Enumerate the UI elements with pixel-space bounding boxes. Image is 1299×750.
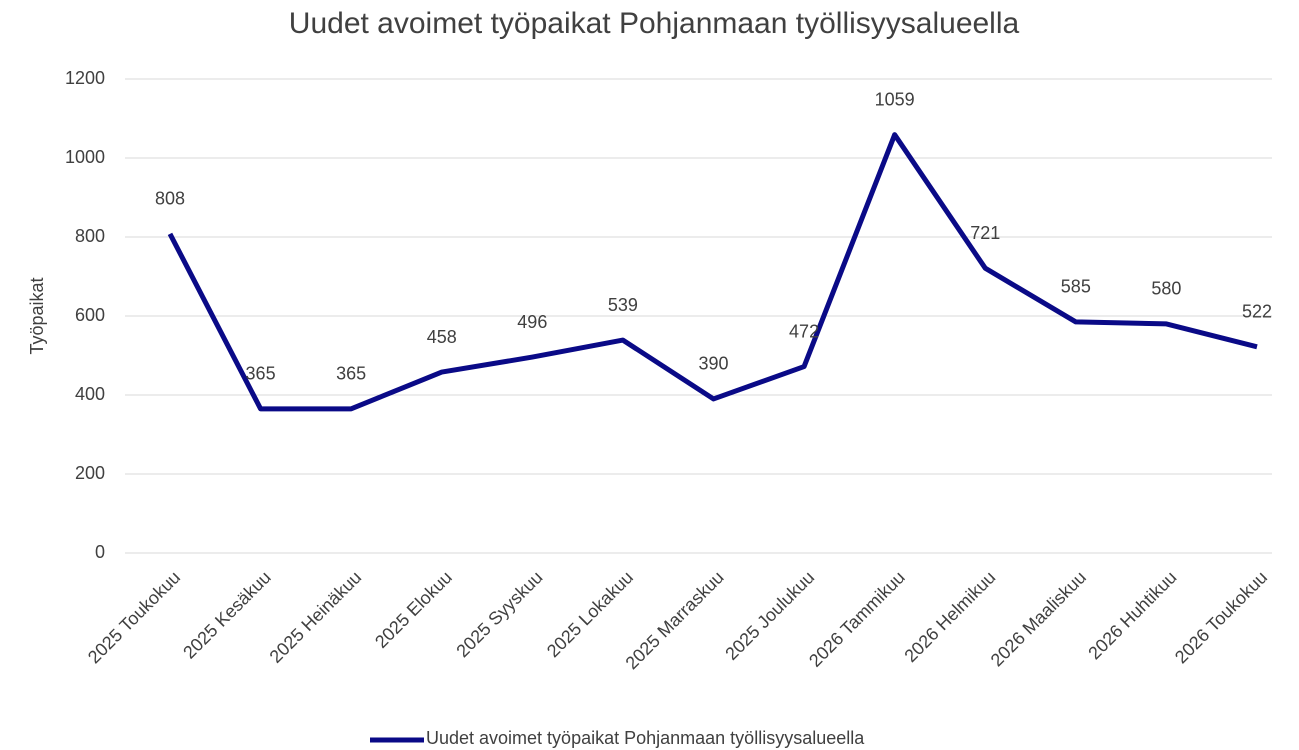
- x-tick-label: 2025 Marraskuu: [622, 567, 728, 673]
- line-series: [167, 132, 1258, 412]
- x-tick-label: 2025 Joulukuu: [721, 567, 818, 664]
- data-label: 522: [1242, 302, 1272, 322]
- y-tick-label: 400: [75, 384, 105, 404]
- x-tick-label: 2025 Heinäkuu: [266, 567, 366, 667]
- x-tick-label: 2026 Tammikuu: [805, 567, 909, 671]
- x-tick-label: 2026 Toukokuu: [1171, 567, 1271, 667]
- x-tick-label: 2026 Maaliskuu: [987, 567, 1090, 670]
- x-tick-label: 2025 Toukokuu: [84, 567, 184, 667]
- data-label: 721: [970, 223, 1000, 243]
- y-tick-label: 600: [75, 305, 105, 325]
- x-tick-label: 2025 Elokuu: [371, 567, 456, 652]
- data-label: 539: [608, 295, 638, 315]
- data-label: 808: [155, 189, 185, 209]
- x-tick-label: 2026 Huhtikuu: [1084, 567, 1180, 663]
- data-label: 1059: [875, 89, 915, 109]
- data-label: 472: [789, 321, 819, 341]
- y-tick-label: 1000: [65, 147, 105, 167]
- x-tick-label: 2025 Lokakuu: [543, 567, 637, 661]
- data-label: 496: [517, 312, 547, 332]
- y-tick-label: 1200: [65, 68, 105, 88]
- y-tick-label: 0: [95, 542, 105, 562]
- x-tick-label: 2025 Kesäkuu: [179, 567, 275, 663]
- data-label: 365: [336, 364, 366, 384]
- data-label: 585: [1061, 277, 1091, 297]
- data-label: 365: [246, 364, 276, 384]
- x-tick-label: 2026 Helmikuu: [900, 567, 999, 666]
- data-label: 390: [698, 354, 728, 374]
- y-tick-label: 200: [75, 463, 105, 483]
- data-label: 458: [427, 327, 457, 347]
- chart-title: Uudet avoimet työpaikat Pohjanmaan työll…: [289, 7, 1020, 40]
- data-label: 580: [1151, 279, 1181, 299]
- legend-label: Uudet avoimet työpaikat Pohjanmaan työll…: [426, 728, 865, 748]
- y-tick-label: 800: [75, 226, 105, 246]
- x-tick-label: 2025 Syyskuu: [452, 567, 546, 661]
- y-axis-label: Työpaikat: [27, 277, 47, 354]
